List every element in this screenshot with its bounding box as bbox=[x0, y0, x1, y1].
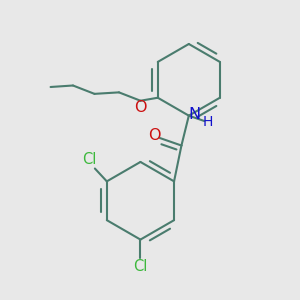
Text: Cl: Cl bbox=[82, 152, 96, 167]
Text: N: N bbox=[189, 107, 201, 122]
Text: O: O bbox=[134, 100, 147, 115]
Text: H: H bbox=[203, 115, 213, 129]
Text: O: O bbox=[148, 128, 161, 142]
Text: Cl: Cl bbox=[133, 259, 148, 274]
